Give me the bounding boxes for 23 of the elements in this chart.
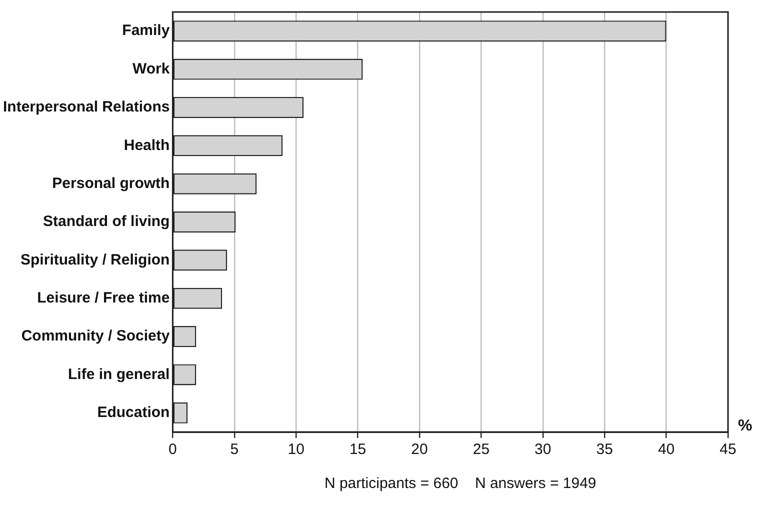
text: N participants = 660 N answers = 1949 xyxy=(324,475,596,492)
x-tick-label: 40 xyxy=(658,441,675,458)
y-tick-label: Family xyxy=(122,22,170,40)
y-tick-label: Interpersonal Relations xyxy=(2,98,170,116)
y-tick-label: Leisure / Free time xyxy=(37,290,170,307)
y-tick-label: Health xyxy=(124,136,170,154)
x-tick-label: 25 xyxy=(472,441,490,458)
y-tick-label: Personal growth xyxy=(52,174,170,192)
x-tick-label: 5 xyxy=(230,441,239,458)
y-tick-label: Education xyxy=(97,404,170,422)
x-axis-title: % xyxy=(738,417,752,434)
y-tick-label: Work xyxy=(132,60,170,78)
x-tick-label: 15 xyxy=(349,441,366,458)
y-tick-label: Community / Society xyxy=(21,328,170,345)
x-tick-label: 45 xyxy=(720,441,736,458)
y-tick-label: Life in general xyxy=(68,366,170,383)
y-tick-label: Spirituality / Religion xyxy=(20,251,170,268)
x-tick-label: 0 xyxy=(168,441,177,458)
y-tick-label: Standard of living xyxy=(43,213,170,230)
x-tick-label: 35 xyxy=(596,441,613,458)
x-tick-label: 30 xyxy=(534,441,552,458)
x-tick-label: 10 xyxy=(288,441,304,458)
x-tick-label: 20 xyxy=(411,441,428,458)
